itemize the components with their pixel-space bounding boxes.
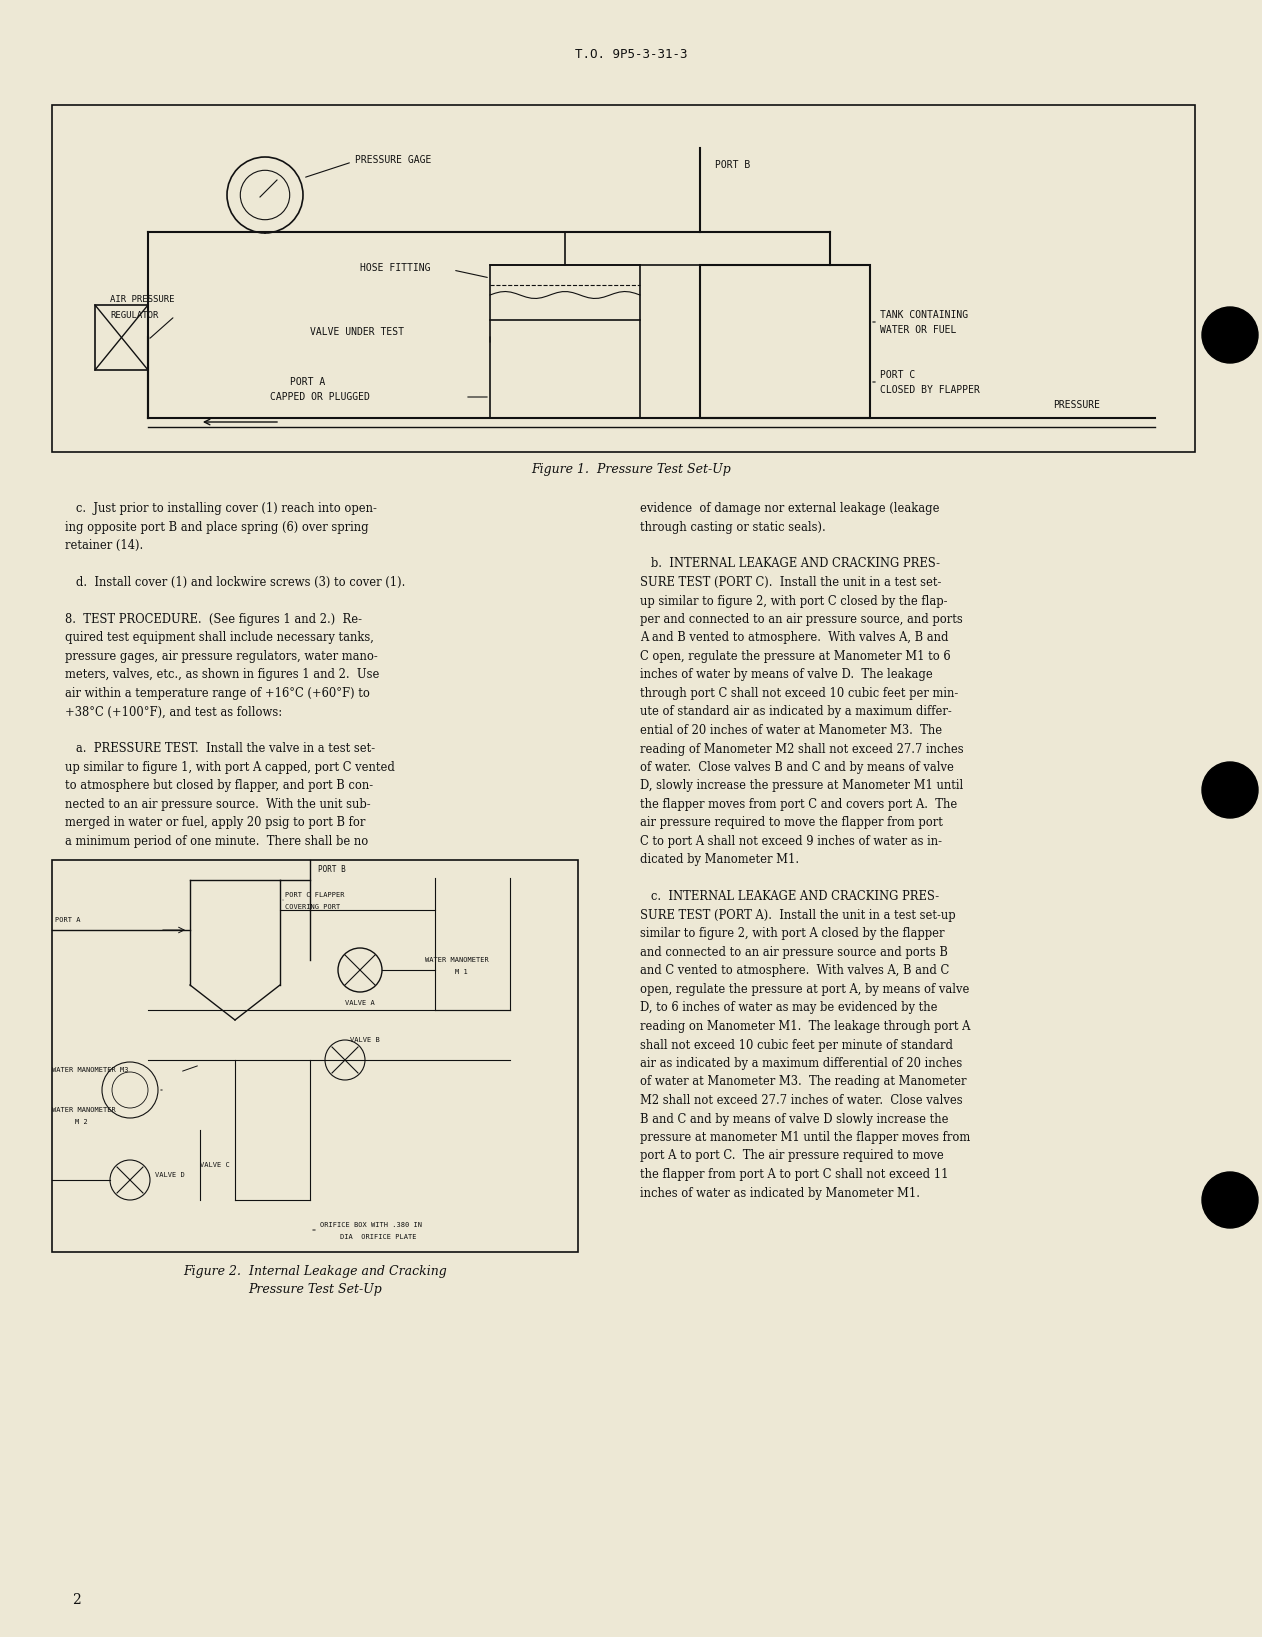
Text: a minimum period of one minute.  There shall be no: a minimum period of one minute. There sh… <box>66 835 369 848</box>
Text: and C vented to atmosphere.  With valves A, B and C: and C vented to atmosphere. With valves … <box>640 964 949 977</box>
Text: WATER MANOMETER: WATER MANOMETER <box>425 958 488 963</box>
Text: air as indicated by a maximum differential of 20 inches: air as indicated by a maximum differenti… <box>640 1058 962 1071</box>
Text: M 1: M 1 <box>456 969 468 976</box>
Text: CLOSED BY FLAPPER: CLOSED BY FLAPPER <box>880 385 979 395</box>
Text: VALVE D: VALVE D <box>155 1172 184 1179</box>
Text: Figure 2.  Internal Leakage and Cracking: Figure 2. Internal Leakage and Cracking <box>183 1265 447 1278</box>
Text: evidence  of damage nor external leakage (leakage: evidence of damage nor external leakage … <box>640 503 939 516</box>
Text: ORIFICE BOX WITH .380 IN: ORIFICE BOX WITH .380 IN <box>321 1221 422 1228</box>
Text: COVERING PORT: COVERING PORT <box>285 904 341 910</box>
Text: b.  INTERNAL LEAKAGE AND CRACKING PRES-: b. INTERNAL LEAKAGE AND CRACKING PRES- <box>640 558 940 571</box>
Text: c.  INTERNAL LEAKAGE AND CRACKING PRES-: c. INTERNAL LEAKAGE AND CRACKING PRES- <box>640 891 939 904</box>
Text: air pressure required to move the flapper from port: air pressure required to move the flappe… <box>640 817 943 830</box>
Bar <box>95 304 148 370</box>
Text: through port C shall not exceed 10 cubic feet per min-: through port C shall not exceed 10 cubic… <box>640 688 958 701</box>
Text: to atmosphere but closed by flapper, and port B con-: to atmosphere but closed by flapper, and… <box>66 779 374 792</box>
Text: pressure at manometer M1 until the flapper moves from: pressure at manometer M1 until the flapp… <box>640 1131 970 1144</box>
Text: merged in water or fuel, apply 20 psig to port B for: merged in water or fuel, apply 20 psig t… <box>66 817 366 830</box>
Text: and connected to an air pressure source and ports B: and connected to an air pressure source … <box>640 946 948 959</box>
Text: +38°C (+100°F), and test as follows:: +38°C (+100°F), and test as follows: <box>66 706 283 719</box>
Text: inches of water as indicated by Manometer M1.: inches of water as indicated by Manomete… <box>640 1187 920 1200</box>
Text: nected to an air pressure source.  With the unit sub-: nected to an air pressure source. With t… <box>66 797 371 810</box>
Text: ute of standard air as indicated by a maximum differ-: ute of standard air as indicated by a ma… <box>640 706 952 719</box>
Text: C to port A shall not exceed 9 inches of water as in-: C to port A shall not exceed 9 inches of… <box>640 835 941 848</box>
Text: PRESSURE: PRESSURE <box>1053 399 1100 409</box>
Text: 2: 2 <box>72 1593 81 1608</box>
Text: A and B vented to atmosphere.  With valves A, B and: A and B vented to atmosphere. With valve… <box>640 632 949 645</box>
Text: PORT A: PORT A <box>56 917 81 923</box>
Text: WATER MANOMETER M3: WATER MANOMETER M3 <box>52 1067 129 1072</box>
Text: PORT C: PORT C <box>880 370 915 380</box>
Text: CAPPED OR PLUGGED: CAPPED OR PLUGGED <box>270 391 370 403</box>
Bar <box>52 859 578 1252</box>
Text: the flapper moves from port C and covers port A.  The: the flapper moves from port C and covers… <box>640 797 958 810</box>
Text: port A to port C.  The air pressure required to move: port A to port C. The air pressure requi… <box>640 1149 944 1162</box>
Text: up similar to figure 1, with port A capped, port C vented: up similar to figure 1, with port A capp… <box>66 761 395 774</box>
Text: HOSE FITTING: HOSE FITTING <box>360 264 430 273</box>
Text: quired test equipment shall include necessary tanks,: quired test equipment shall include nece… <box>66 632 374 645</box>
Text: WATER OR FUEL: WATER OR FUEL <box>880 326 957 336</box>
Text: c.  Just prior to installing cover (1) reach into open-: c. Just prior to installing cover (1) re… <box>66 503 377 516</box>
Text: Figure 1.  Pressure Test Set-Up: Figure 1. Pressure Test Set-Up <box>531 463 731 476</box>
Text: VALVE C: VALVE C <box>199 1162 230 1169</box>
Text: REGULATOR: REGULATOR <box>110 311 158 319</box>
Text: pressure gages, air pressure regulators, water mano-: pressure gages, air pressure regulators,… <box>66 650 377 663</box>
Text: M2 shall not exceed 27.7 inches of water.  Close valves: M2 shall not exceed 27.7 inches of water… <box>640 1094 963 1107</box>
Text: ing opposite port B and place spring (6) over spring: ing opposite port B and place spring (6)… <box>66 521 369 534</box>
Text: B and C and by means of valve D slowly increase the: B and C and by means of valve D slowly i… <box>640 1113 949 1126</box>
Text: D, to 6 inches of water as may be evidenced by the: D, to 6 inches of water as may be eviden… <box>640 1002 938 1015</box>
Text: PORT B: PORT B <box>318 866 346 874</box>
Text: the flapper from port A to port C shall not exceed 11: the flapper from port A to port C shall … <box>640 1169 949 1180</box>
Text: inches of water by means of valve D.  The leakage: inches of water by means of valve D. The… <box>640 668 933 681</box>
Text: shall not exceed 10 cubic feet per minute of standard: shall not exceed 10 cubic feet per minut… <box>640 1038 953 1051</box>
Text: AIR PRESSURE: AIR PRESSURE <box>110 296 174 304</box>
Text: PORT A: PORT A <box>290 377 326 386</box>
Text: VALVE B: VALVE B <box>350 1036 380 1043</box>
Text: up similar to figure 2, with port C closed by the flap-: up similar to figure 2, with port C clos… <box>640 594 948 607</box>
Text: VALVE UNDER TEST: VALVE UNDER TEST <box>310 327 404 337</box>
Text: VALVE A: VALVE A <box>345 1000 375 1007</box>
Circle shape <box>1201 761 1258 818</box>
Text: DIA  ORIFICE PLATE: DIA ORIFICE PLATE <box>339 1234 416 1239</box>
Text: C open, regulate the pressure at Manometer M1 to 6: C open, regulate the pressure at Manomet… <box>640 650 950 663</box>
Text: d.  Install cover (1) and lockwire screws (3) to cover (1).: d. Install cover (1) and lockwire screws… <box>66 576 405 589</box>
Text: air within a temperature range of +16°C (+60°F) to: air within a temperature range of +16°C … <box>66 688 370 701</box>
Text: WATER MANOMETER: WATER MANOMETER <box>52 1107 116 1113</box>
Text: D, slowly increase the pressure at Manometer M1 until: D, slowly increase the pressure at Manom… <box>640 779 963 792</box>
Text: of water at Manometer M3.  The reading at Manometer: of water at Manometer M3. The reading at… <box>640 1076 967 1089</box>
Text: SURE TEST (PORT C).  Install the unit in a test set-: SURE TEST (PORT C). Install the unit in … <box>640 576 941 589</box>
Text: Pressure Test Set-Up: Pressure Test Set-Up <box>249 1283 382 1297</box>
Text: per and connected to an air pressure source, and ports: per and connected to an air pressure sou… <box>640 612 963 625</box>
Text: PORT C FLAPPER: PORT C FLAPPER <box>285 892 345 899</box>
Text: 8.  TEST PROCEDURE.  (See figures 1 and 2.)  Re-: 8. TEST PROCEDURE. (See figures 1 and 2.… <box>66 612 362 625</box>
Bar <box>52 105 1195 452</box>
Text: reading of Manometer M2 shall not exceed 27.7 inches: reading of Manometer M2 shall not exceed… <box>640 743 964 756</box>
Text: retainer (14).: retainer (14). <box>66 539 144 552</box>
Text: open, regulate the pressure at port A, by means of valve: open, regulate the pressure at port A, b… <box>640 982 969 995</box>
Text: meters, valves, etc., as shown in figures 1 and 2.  Use: meters, valves, etc., as shown in figure… <box>66 668 380 681</box>
Text: T.O. 9P5-3-31-3: T.O. 9P5-3-31-3 <box>574 49 688 62</box>
Text: similar to figure 2, with port A closed by the flapper: similar to figure 2, with port A closed … <box>640 928 944 941</box>
Text: dicated by Manometer M1.: dicated by Manometer M1. <box>640 853 799 866</box>
Circle shape <box>1201 1172 1258 1228</box>
Text: reading on Manometer M1.  The leakage through port A: reading on Manometer M1. The leakage thr… <box>640 1020 970 1033</box>
Text: a.  PRESSURE TEST.  Install the valve in a test set-: a. PRESSURE TEST. Install the valve in a… <box>66 743 375 756</box>
Bar <box>700 265 870 417</box>
Text: SURE TEST (PORT A).  Install the unit in a test set-up: SURE TEST (PORT A). Install the unit in … <box>640 909 955 922</box>
Circle shape <box>1201 308 1258 363</box>
Text: TANK CONTAINING: TANK CONTAINING <box>880 309 968 319</box>
Text: M 2: M 2 <box>74 1120 88 1125</box>
Bar <box>490 265 640 417</box>
Text: ential of 20 inches of water at Manometer M3.  The: ential of 20 inches of water at Manomete… <box>640 724 943 737</box>
Text: through casting or static seals).: through casting or static seals). <box>640 521 825 534</box>
Text: PORT B: PORT B <box>716 160 750 170</box>
Text: PRESSURE GAGE: PRESSURE GAGE <box>355 156 432 165</box>
Text: of water.  Close valves B and C and by means of valve: of water. Close valves B and C and by me… <box>640 761 954 774</box>
